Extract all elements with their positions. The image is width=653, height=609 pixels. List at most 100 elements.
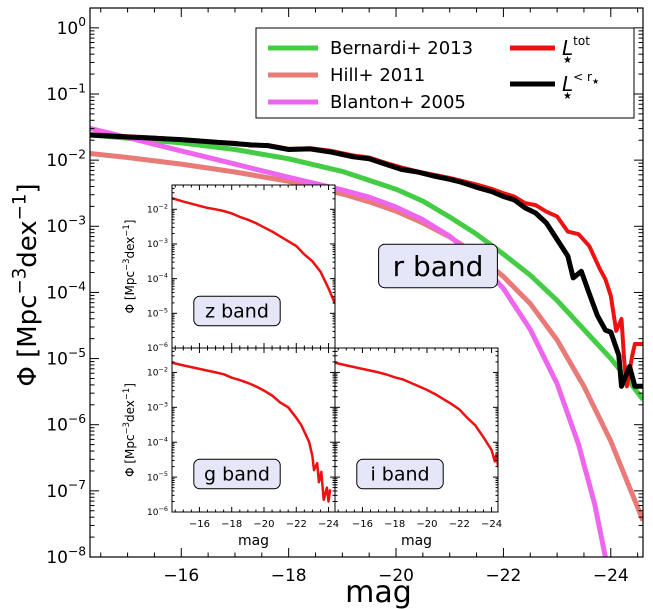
legend-subscript: ★	[563, 91, 572, 102]
tick-exponent: −2	[158, 202, 168, 210]
x-tick-label: −20	[253, 519, 274, 530]
label-text: ]	[123, 383, 137, 388]
inset-g-band: 10−210−310−410−510−6−16 −18 −20 −22 −24Φ [Mp…	[121, 347, 339, 549]
series-line-blanton-2005	[90, 125, 608, 557]
tick-exponent: −2	[68, 147, 86, 161]
label-text: Φ [Mpc	[123, 271, 137, 314]
x-tick-label: −16	[163, 566, 199, 586]
band-annotation: i band	[356, 458, 444, 490]
tick-exponent: −6	[158, 505, 168, 513]
y-axis-label: Φ [Mpc−3dex−1]	[121, 220, 137, 314]
x-tick-label: −24	[593, 566, 629, 586]
tick-exponent: −5	[158, 306, 168, 314]
y-axis-label: Φ [Mpc−3dex−1]	[10, 183, 43, 386]
band-annotation: r band	[378, 243, 498, 289]
label-text: dex	[123, 237, 137, 259]
y-tick-label: 10−2	[147, 366, 168, 379]
legend-superscript: < r	[573, 70, 592, 84]
tick-base: 10	[46, 283, 68, 303]
tick-exponent: −4	[158, 435, 168, 443]
tick-base: 10	[147, 309, 159, 319]
legend-box	[255, 27, 635, 119]
tick-base: 10	[147, 508, 159, 518]
x-tick-label: −22	[485, 566, 521, 586]
tick-base: 10	[46, 217, 68, 237]
tick-base: 10	[147, 438, 159, 448]
y-tick-label: 10−2	[46, 147, 86, 171]
tick-base: 10	[147, 205, 159, 215]
y-tick-label: 10−4	[147, 272, 168, 285]
tick-base: 10	[147, 240, 159, 250]
y-tick-label: 10−5	[147, 306, 168, 319]
y-tick-label: 10−8	[46, 544, 86, 568]
label-exponent: −3	[121, 259, 131, 271]
tick-base: 10	[147, 275, 159, 285]
tick-base: 10	[46, 548, 68, 568]
band-annotation-box	[193, 295, 281, 327]
tick-exponent: −8	[68, 544, 86, 558]
y-tick-label: 10−2	[147, 202, 168, 215]
tick-exponent: −1	[68, 81, 86, 95]
x-tick-label: −20	[416, 519, 437, 530]
legend-label: Ltot	[562, 34, 590, 60]
band-annotation-text: z band	[205, 301, 269, 323]
y-tick-label: 10−1	[46, 81, 86, 105]
y-tick-label: 10−6	[147, 505, 168, 518]
label-text: dex	[13, 220, 43, 267]
y-tick-label: 100	[57, 15, 86, 39]
label-text: ]	[13, 183, 43, 193]
x-tick-label: −18	[271, 566, 307, 586]
legend-superscript-sub: ★	[592, 77, 599, 86]
tick-base: 10	[46, 85, 68, 105]
tick-base: 10	[46, 416, 68, 436]
label-text: Φ [Mpc	[13, 295, 43, 387]
tick-exponent: −7	[68, 478, 86, 492]
series-line-i-0	[335, 361, 498, 467]
x-tick-label: −22	[286, 519, 307, 530]
band-annotation-text: r band	[393, 250, 484, 283]
x-tick-label: −16	[352, 519, 373, 530]
y-tick-label: 10−7	[46, 478, 86, 502]
legend-superscript: tot	[573, 34, 590, 48]
tick-exponent: −6	[158, 341, 168, 349]
tick-base: 10	[147, 344, 159, 354]
x-tick-label: −20	[378, 566, 414, 586]
main-plot-frame	[89, 7, 644, 558]
x-tick-label: −22	[449, 519, 470, 530]
band-annotation-text: i band	[370, 464, 429, 486]
legend-label: Bernardi+ 2013	[330, 38, 473, 59]
y-tick-label: 10−6	[46, 412, 86, 436]
x-axis-label: mag	[345, 575, 412, 609]
y-tick-label: 10−5	[46, 346, 86, 370]
y-tick-label: 10−3	[147, 400, 168, 413]
legend: Bernardi+ 2013 Hill+ 2011 Blanton+ 2005 Lto…	[255, 27, 635, 119]
x-tick-label: −18	[384, 519, 405, 530]
band-annotation-box	[356, 458, 444, 490]
legend-label: Blanton+ 2005	[330, 92, 466, 113]
inset-frame	[334, 347, 499, 513]
tick-exponent: −6	[68, 412, 86, 426]
tick-base: 10	[46, 151, 68, 171]
label-exponent: −3	[121, 422, 131, 434]
legend-label: Hill+ 2011	[330, 65, 425, 86]
x-tick-label: −24	[481, 519, 502, 530]
tick-exponent: −2	[158, 366, 168, 374]
y-tick-label: 10−4	[147, 435, 168, 448]
tick-base: 10	[147, 473, 159, 483]
label-exponent: −1	[121, 388, 131, 400]
series-line-g-0	[172, 361, 332, 503]
series-line-z-0	[172, 197, 335, 305]
legend-subscript: ★	[563, 55, 572, 66]
label-exponent: −3	[10, 268, 31, 295]
inset-i-band: −16 −18 −20 −22 −24 mag i band	[334, 347, 502, 549]
tick-base: 10	[46, 350, 68, 370]
tick-exponent: −3	[158, 400, 168, 408]
tick-exponent: −5	[158, 470, 168, 478]
tick-base: 10	[57, 19, 79, 39]
y-axis-label: Φ [Mpc−3dex−1]	[121, 383, 137, 477]
tick-exponent: −3	[158, 237, 168, 245]
x-tick-label: −18	[221, 519, 242, 530]
label-exponent: −1	[121, 224, 131, 236]
label-exponent: −1	[10, 193, 31, 220]
